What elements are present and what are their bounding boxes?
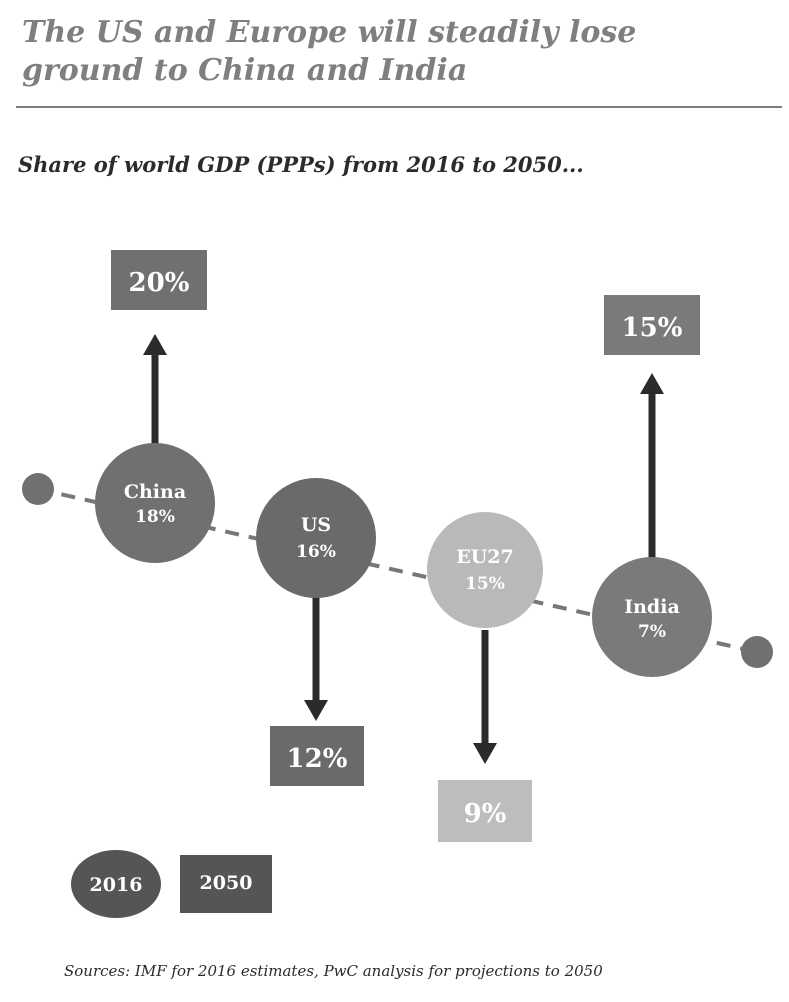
- india-name: India: [624, 596, 680, 618]
- entity-china: 20% China 18%: [95, 250, 215, 563]
- china-2016-label: 18%: [135, 507, 175, 527]
- source-note: Sources: IMF for 2016 estimates, PwC ana…: [64, 962, 603, 980]
- india-2050-label: 15%: [622, 313, 683, 343]
- us-2050-label: 12%: [287, 744, 348, 774]
- china-2016-circle: [95, 443, 215, 563]
- eu27-name: EU27: [456, 546, 514, 568]
- india-arrowhead: [640, 373, 664, 394]
- legend-2050-box: [180, 855, 272, 913]
- eu27-arrowhead: [473, 743, 497, 764]
- us-arrowhead: [304, 700, 328, 721]
- legend-2016-label: 2016: [90, 874, 143, 896]
- title-divider: [16, 106, 782, 108]
- entity-us: 12% US 16%: [256, 478, 376, 786]
- china-2050-box: [111, 250, 207, 310]
- us-2016-label: 16%: [296, 542, 336, 562]
- eu27-2050-box: [438, 780, 532, 842]
- eu27-2050-label: 9%: [464, 799, 507, 829]
- legend: 2016 2050: [71, 850, 272, 918]
- us-name: US: [301, 514, 331, 536]
- india-2016-circle: [592, 557, 712, 677]
- chart-subtitle: Share of world GDP (PPPs) from 2016 to 2…: [18, 152, 584, 177]
- us-2016-circle: [256, 478, 376, 598]
- trend-line-start-dot: [22, 473, 54, 505]
- china-arrowhead: [143, 334, 167, 355]
- legend-2016-circle: [71, 850, 161, 918]
- trend-line-end-dot: [741, 636, 773, 668]
- eu27-2016-circle: [427, 512, 543, 628]
- india-2016-label: 7%: [638, 622, 666, 642]
- entity-eu27: 9% EU27 15%: [427, 512, 543, 842]
- china-2050-label: 20%: [129, 268, 190, 298]
- us-2050-box: [270, 726, 364, 786]
- chart-title: The US and Europe will steadily lose gro…: [22, 15, 637, 88]
- eu27-2016-label: 15%: [465, 574, 505, 594]
- entity-india: 15% India 7%: [592, 295, 712, 677]
- legend-2050-label: 2050: [200, 872, 253, 894]
- india-2050-box: [604, 295, 700, 355]
- china-name: China: [124, 481, 186, 503]
